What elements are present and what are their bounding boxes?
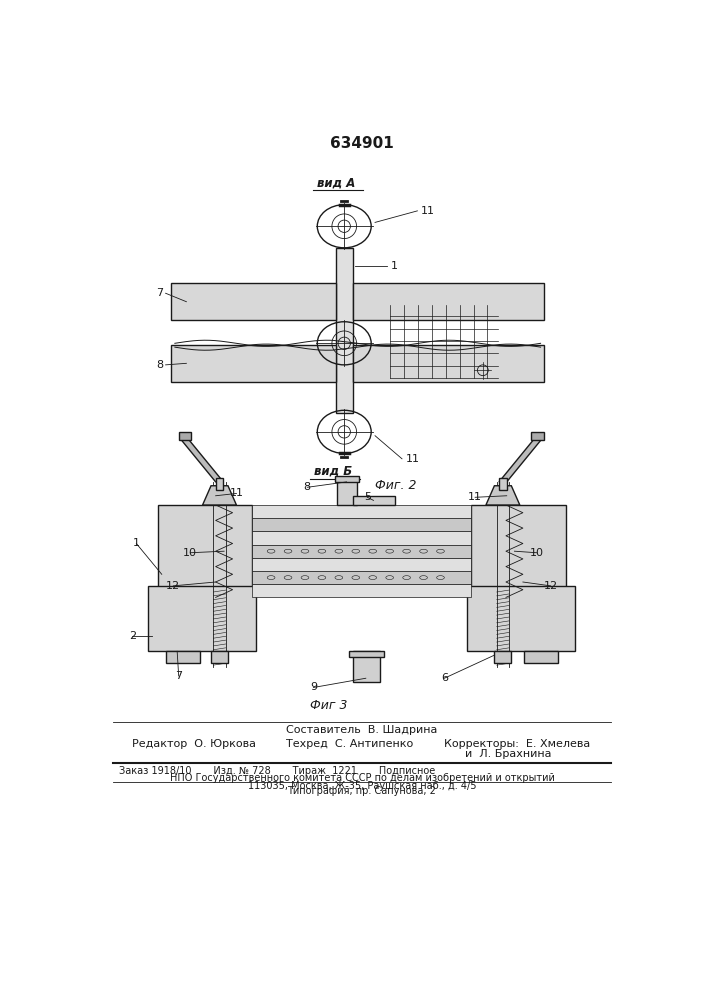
Text: вид А: вид А [317, 176, 356, 189]
Text: Техред  С. Антипенко: Техред С. Антипенко [286, 739, 414, 749]
Text: 7: 7 [156, 288, 163, 298]
Text: 10: 10 [183, 548, 197, 558]
Bar [211, 651, 228, 663]
Bar [148, 586, 256, 651]
Bar [252, 505, 472, 518]
Text: Составитель  В. Шадрина: Составитель В. Шадрина [286, 725, 438, 735]
Text: Редактор  О. Юркова: Редактор О. Юркова [132, 739, 257, 749]
Bar [171, 345, 336, 382]
Text: 7: 7 [175, 671, 182, 681]
Text: Корректоры:  Е. Хмелева: Корректоры: Е. Хмелева [444, 739, 590, 749]
Bar [158, 505, 252, 590]
Text: 6: 6 [441, 673, 448, 683]
Text: вид Б: вид Б [314, 465, 352, 478]
Text: Фиг. 2: Фиг. 2 [375, 479, 416, 492]
Text: 9: 9 [310, 682, 317, 692]
Text: 11: 11 [468, 492, 482, 502]
Text: Фиг 3: Фиг 3 [310, 699, 348, 712]
Bar [524, 651, 559, 663]
Bar [353, 345, 544, 382]
Text: 11: 11 [230, 488, 243, 498]
Text: 10: 10 [530, 548, 544, 558]
Text: 1: 1 [133, 538, 140, 548]
Text: Типография, пр. Сапунова, 2: Типография, пр. Сапунова, 2 [288, 786, 436, 796]
Polygon shape [203, 486, 236, 505]
Text: 5: 5 [364, 492, 371, 502]
Bar [165, 651, 200, 663]
Bar [532, 432, 544, 440]
Text: 634901: 634901 [330, 136, 394, 151]
Text: Заказ 1918/10       Изд. № 728       Тираж  1221       Подписное: Заказ 1918/10 Изд. № 728 Тираж 1221 Подп… [119, 766, 436, 776]
Text: 11: 11 [406, 454, 420, 464]
Bar [472, 505, 566, 590]
Text: 8: 8 [304, 482, 311, 492]
Bar [252, 571, 472, 584]
Bar [335, 476, 359, 482]
Text: 2: 2 [129, 631, 136, 641]
Text: 1: 1 [390, 261, 397, 271]
Bar [499, 478, 507, 490]
Text: и  Л. Брахнина: и Л. Брахнина [465, 749, 551, 759]
Text: НПО Государственного комитета СССР по делам изобретений и открытий: НПО Государственного комитета СССР по де… [170, 773, 554, 783]
Bar [336, 248, 353, 413]
Bar [467, 586, 575, 651]
Bar [216, 478, 223, 490]
Bar [252, 518, 472, 531]
Polygon shape [181, 440, 223, 482]
Bar [179, 432, 191, 440]
Polygon shape [499, 440, 542, 482]
Bar [349, 651, 383, 657]
Text: 11: 11 [421, 206, 436, 216]
Bar [353, 496, 395, 505]
Text: 12: 12 [166, 581, 180, 591]
Text: 8: 8 [156, 360, 163, 370]
Bar [337, 478, 356, 505]
Bar [252, 584, 472, 597]
Bar [252, 558, 472, 571]
Bar [353, 651, 380, 682]
Bar [171, 283, 336, 320]
Polygon shape [486, 486, 520, 505]
Bar [252, 531, 472, 545]
Bar [252, 545, 472, 558]
Text: 12: 12 [544, 581, 558, 591]
Bar [494, 651, 511, 663]
Text: 113035, Москва, Ж-35, Раушская наб., д. 4/5: 113035, Москва, Ж-35, Раушская наб., д. … [247, 781, 477, 791]
Bar [353, 283, 544, 320]
